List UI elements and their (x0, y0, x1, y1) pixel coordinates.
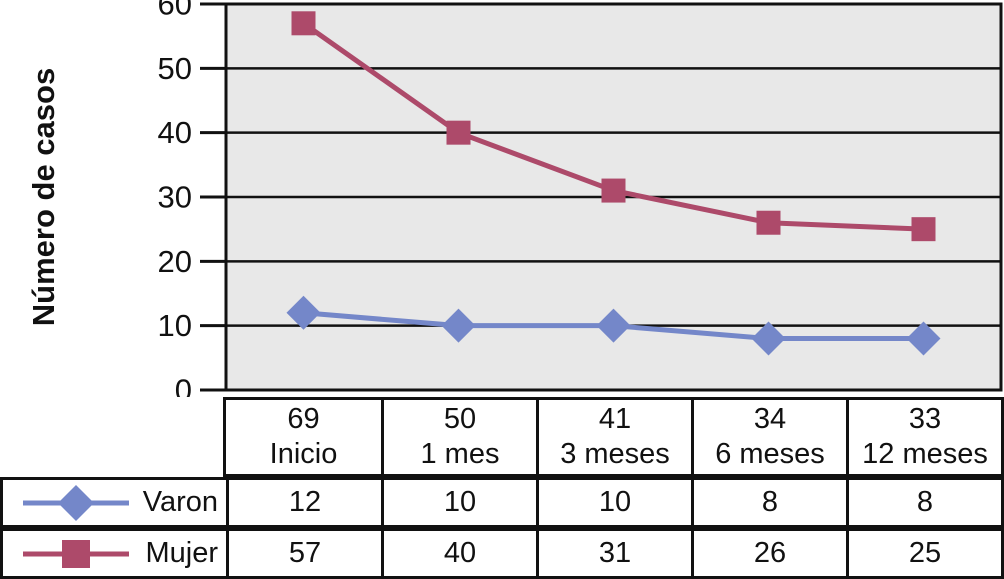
varon-marker (906, 321, 941, 356)
y-tick-label: 40 (158, 115, 192, 150)
category-period: 1 mes (420, 438, 500, 470)
category-count: 41 (598, 403, 632, 435)
varon-marker (751, 321, 786, 356)
x-axis-header-row: 69 Inicio 50 1 mes 41 3 meses 34 6 meses 33 12 me… (223, 397, 1004, 477)
y-tick-label: 10 (158, 308, 192, 343)
category-count: 69 (287, 403, 320, 435)
category-count: 33 (908, 403, 942, 435)
varon-marker (286, 295, 321, 330)
x-category-cell: 33 12 meses (846, 400, 1001, 474)
table-row-varon: Varon 12 10 10 8 8 (0, 477, 1004, 528)
x-category-cell: 69 Inicio (226, 400, 381, 474)
legend-cell-varon: Varon (3, 480, 226, 525)
category-period: Inicio (269, 438, 338, 470)
x-category-cell: 34 6 meses (691, 400, 846, 474)
mujer-marker (601, 178, 626, 203)
category-period: 3 meses (560, 438, 670, 470)
y-tick-label: 30 (158, 180, 192, 215)
category-count: 34 (753, 403, 787, 435)
varon-marker (596, 308, 631, 343)
legend-label: Varon (142, 486, 218, 518)
y-tick-label: 0 (175, 373, 192, 398)
table-value-cell: 12 (226, 480, 381, 525)
y-tick-label: 60 (158, 0, 192, 22)
category-count: 50 (443, 403, 477, 435)
table-value-cell: 10 (536, 480, 691, 525)
y-tick-label: 20 (158, 244, 192, 279)
mujer-legend-marker-icon (23, 539, 129, 568)
mujer-marker (446, 120, 471, 145)
y-tick-label: 50 (158, 51, 192, 86)
x-category-cell: 41 3 meses (536, 400, 691, 474)
table-value-cell: 10 (381, 480, 536, 525)
table-row-mujer: Mujer 57 40 31 26 25 (0, 528, 1004, 579)
category-period: 12 meses (862, 438, 988, 470)
varon-legend-marker-icon (23, 484, 129, 521)
legend-cell-mujer: Mujer (3, 531, 226, 576)
varon-marker (441, 308, 476, 343)
x-category-cell: 50 1 mes (381, 400, 536, 474)
table-value-cell: 25 (846, 531, 1001, 576)
table-value-cell: 57 (226, 531, 381, 576)
legend-label: Mujer (145, 537, 218, 569)
mujer-marker (911, 217, 936, 242)
table-value-cell: 40 (381, 531, 536, 576)
mujer-marker (291, 11, 316, 36)
table-value-cell: 31 (536, 531, 691, 576)
table-value-cell: 26 (691, 531, 846, 576)
mujer-marker (756, 210, 781, 235)
table-value-cell: 8 (846, 480, 1001, 525)
category-period: 6 meses (715, 438, 825, 470)
line-chart-plot: Número de casos 0 10 20 30 40 50 60 (26, 0, 1003, 398)
y-axis-title: Número de casos (26, 68, 61, 326)
table-value-cell: 8 (691, 480, 846, 525)
